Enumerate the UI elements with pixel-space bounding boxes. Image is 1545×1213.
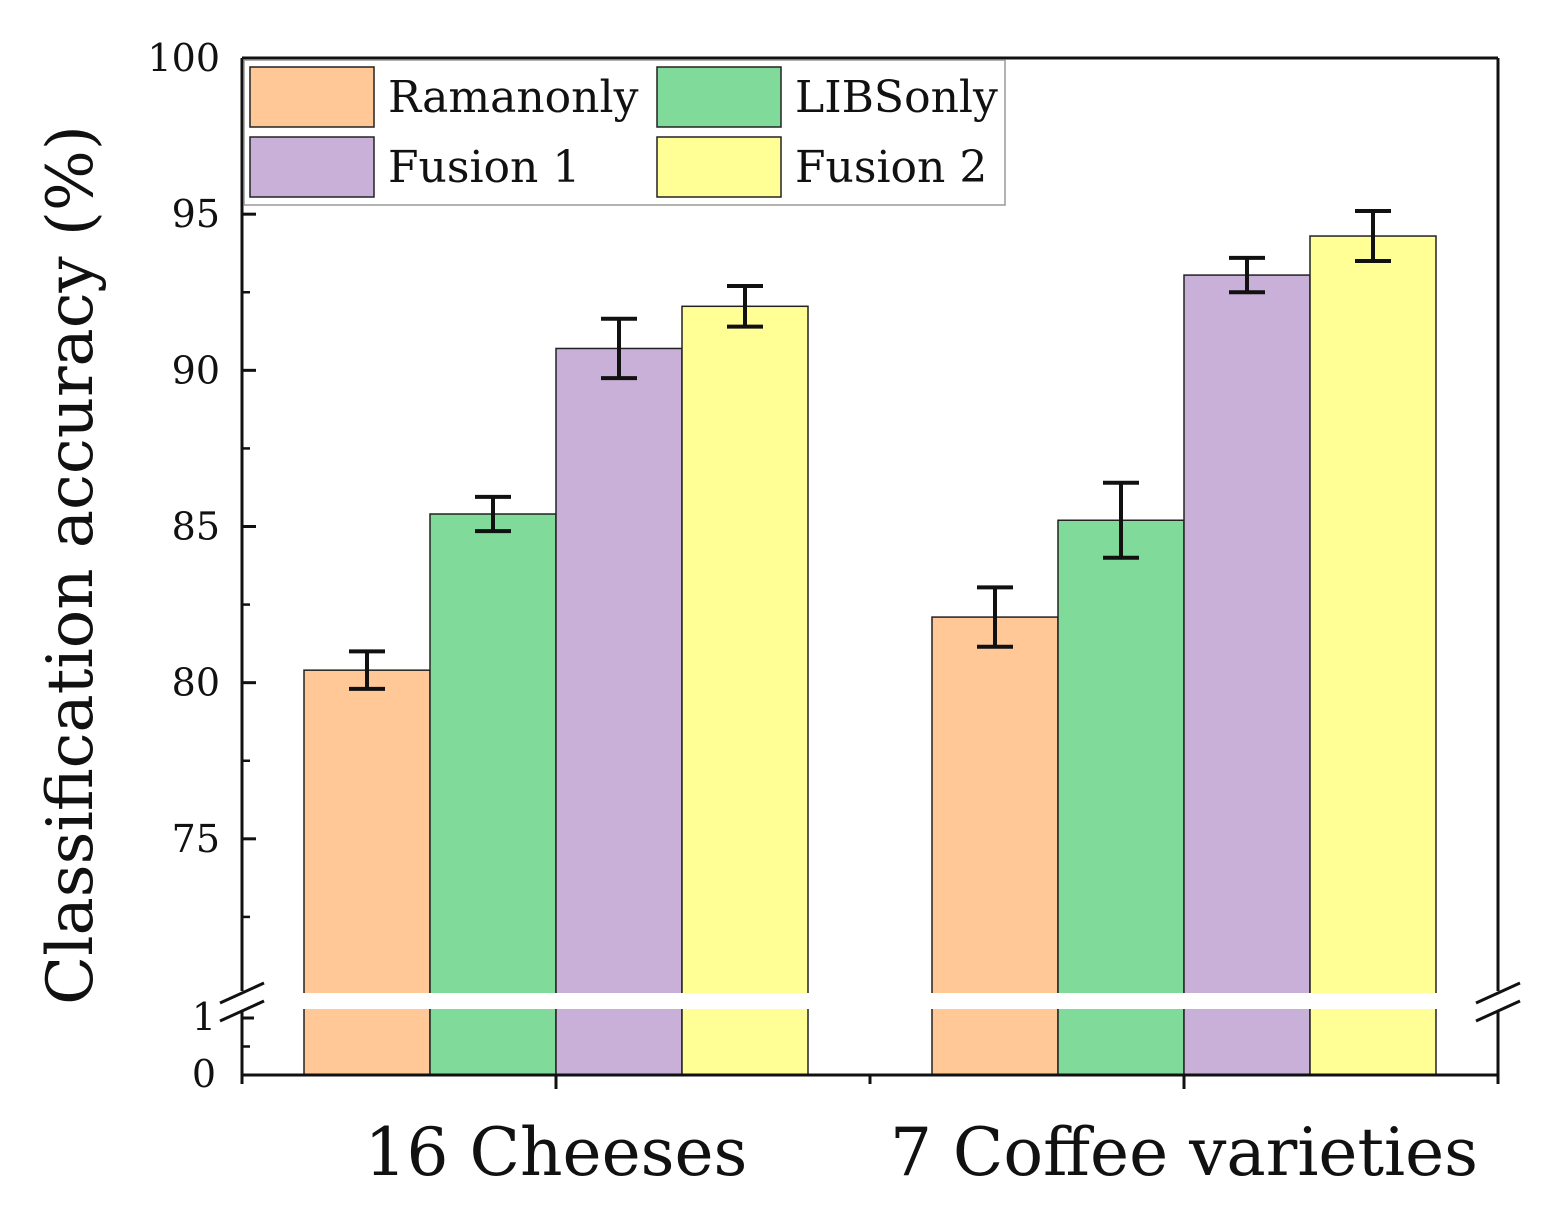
error-bar [727,284,763,329]
y-tick-label: 80 [172,661,220,705]
legend-item: Fusion 2 [656,136,987,198]
error-bar [1229,255,1265,295]
y-tick-label: 75 [172,817,220,861]
y-axis-title: Classification accuracy (%) [34,125,108,1005]
break-mark [219,981,265,1005]
legend: Ramanonly LIBSonly Fusion 1 Fusion 2 [243,59,1006,206]
legend-label: Ramanonly [388,72,639,123]
bar-ramanonly-0 [303,669,431,1076]
error-bar [1355,209,1391,264]
error-bar [1103,480,1139,560]
y-tick-label: 0 [192,1052,216,1096]
bar-fusion-2-0 [681,305,809,1076]
legend-swatch [249,66,375,128]
error-bar [475,494,511,534]
break-mark [1475,999,1521,1023]
break-band [236,993,1506,1009]
legend-item: Ramanonly [249,66,639,128]
legend-swatch [656,136,782,198]
bar-libsonly-0 [429,513,557,1076]
bar-fusion-1-1 [1183,274,1311,1076]
y-tick-label: 85 [172,505,220,549]
legend-label: LIBSonly [795,72,998,123]
y-tick-label: 1 [192,995,216,1039]
legend-item: Fusion 1 [249,136,580,198]
legend-label: Fusion 1 [388,142,580,193]
error-bar [349,649,385,691]
legend-item: LIBSonly [656,66,998,128]
bar-libsonly-1 [1057,519,1185,1076]
bars-layer [303,235,1437,1076]
x-category-label: 7 Coffee varieties [890,1114,1478,1191]
error-bar [977,585,1013,649]
x-category-label: 16 Cheeses [365,1114,748,1191]
error-bar [601,316,637,381]
y-tick-label: 90 [172,348,220,392]
bar-fusion-1-0 [555,347,683,1076]
bar-fusion-2-1 [1309,235,1437,1076]
axis-break [236,993,1506,1009]
y-tick-label: 100 [147,36,220,80]
y-tick-label: 95 [172,192,220,236]
break-mark [219,999,265,1023]
legend-label: Fusion 2 [795,142,987,193]
legend-swatch [249,136,375,198]
axes: 75 80 85 90 95 100 0 1 16 Cheeses 7 Coffee variet… [147,36,1521,1191]
break-mark [1475,981,1521,1005]
legend-swatch [656,66,782,128]
error-bars-layer [349,209,1391,691]
